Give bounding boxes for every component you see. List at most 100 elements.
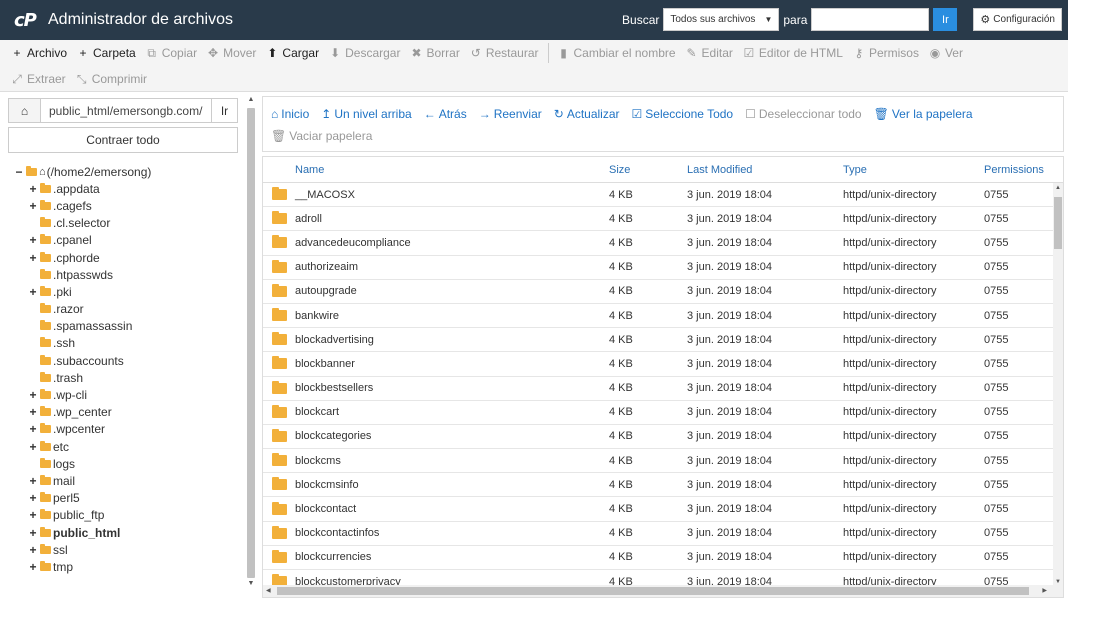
expand-icon[interactable]: + <box>29 181 37 196</box>
tree-item[interactable]: .trash <box>8 369 238 386</box>
upload-button[interactable]: ⬆ Cargar <box>261 41 324 65</box>
delete-button[interactable]: ✖ Borrar <box>405 41 464 65</box>
tree-item[interactable]: + .wp_center <box>8 404 238 421</box>
tree-item[interactable]: + .wpcenter <box>8 421 238 438</box>
tree-item[interactable]: .ssh <box>8 335 238 352</box>
table-row[interactable]: blockbestsellers 4 KB 3 jun. 2019 18:04 htt… <box>263 377 1063 401</box>
tree-item[interactable]: + .cphorde <box>8 249 238 266</box>
forward-button[interactable]: → Reenviar <box>479 107 542 121</box>
tree-item[interactable]: + .pki <box>8 283 238 300</box>
expand-icon[interactable]: + <box>29 388 37 403</box>
home-button[interactable]: ⌂ Inicio <box>271 107 309 121</box>
expand-icon[interactable]: + <box>29 559 37 574</box>
download-button[interactable]: ⬇ Descargar <box>324 41 405 65</box>
new-folder-button[interactable]: + Carpeta <box>72 41 141 65</box>
scroll-up-arrow-icon[interactable]: ▲ <box>1055 185 1061 191</box>
tree-item[interactable]: + .wp-cli <box>8 386 238 403</box>
up-one-level-button[interactable]: ↥ Un nivel arriba <box>321 107 411 121</box>
expand-icon[interactable]: + <box>29 250 37 265</box>
tree-item[interactable]: + public_html <box>8 524 238 541</box>
new-file-button[interactable]: + Archivo <box>6 41 72 65</box>
column-permissions[interactable]: Permissions <box>984 163 1044 176</box>
rename-button[interactable]: ▮ Cambiar el nombre <box>553 41 681 65</box>
expand-icon[interactable]: + <box>29 542 37 557</box>
scroll-down-arrow-icon[interactable]: ▼ <box>247 580 255 587</box>
permissions-button[interactable]: ⚷ Permisos <box>848 41 924 65</box>
refresh-button[interactable]: ↻ Actualizar <box>554 107 620 121</box>
table-row[interactable]: adroll 4 KB 3 jun. 2019 18:04 httpd/unix-di… <box>263 207 1063 232</box>
tree-item[interactable]: .htpasswds <box>8 266 238 283</box>
table-row[interactable]: blockcategories 4 KB 3 jun. 2019 18:04 http… <box>263 425 1063 450</box>
tree-item[interactable]: + perl5 <box>8 490 238 507</box>
expand-icon[interactable]: + <box>29 405 37 420</box>
table-horizontal-scrollbar[interactable]: ◀ ▶ <box>263 585 1063 597</box>
expand-icon[interactable]: + <box>29 284 37 299</box>
vertical-scroll-thumb[interactable] <box>1054 197 1062 249</box>
table-row[interactable]: blockadvertising 4 KB 3 jun. 2019 18:04 htt… <box>263 328 1063 353</box>
tree-item[interactable]: + .cagefs <box>8 197 238 214</box>
extract-button[interactable]: ⤢ Extraer <box>6 67 71 91</box>
search-go-button[interactable]: Ir <box>933 8 958 31</box>
table-row[interactable]: blockcontactinfos 4 KB 3 jun. 2019 18:04 ht… <box>263 522 1063 546</box>
tree-item[interactable]: + .appdata <box>8 180 238 197</box>
horizontal-scroll-thumb[interactable] <box>277 587 1029 595</box>
table-row[interactable]: authorizeaim 4 KB 3 jun. 2019 18:04 httpd/u… <box>263 256 1063 280</box>
column-type[interactable]: Type <box>843 163 867 176</box>
table-row[interactable]: advancedeucompliance 4 KB 3 jun. 2019 18:0… <box>263 231 1063 256</box>
scroll-up-arrow-icon[interactable]: ▲ <box>247 96 255 103</box>
table-row[interactable]: bankwire 4 KB 3 jun. 2019 18:04 httpd/unix-… <box>263 304 1063 329</box>
search-scope-select[interactable]: Todos sus archivos ▼ <box>663 8 780 31</box>
move-button[interactable]: ✥ Mover <box>202 41 261 65</box>
expand-icon[interactable]: + <box>29 508 37 523</box>
tree-item[interactable]: .razor <box>8 301 238 318</box>
restore-button[interactable]: ↺ Restaurar <box>465 41 544 65</box>
scroll-right-arrow-icon[interactable]: ▶ <box>1042 588 1047 594</box>
table-row[interactable]: autoupgrade 4 KB 3 jun. 2019 18:04 httpd/un… <box>263 280 1063 304</box>
column-name[interactable]: Name <box>295 163 325 176</box>
tree-item[interactable]: + etc <box>8 438 238 455</box>
left-panel-scrollbar[interactable]: ▲ ▼ <box>246 96 256 594</box>
tree-item[interactable]: + public_ftp <box>8 507 238 524</box>
expand-icon[interactable]: + <box>29 233 37 248</box>
column-size[interactable]: Size <box>609 163 631 176</box>
table-vertical-scrollbar[interactable]: ▲ ▼ <box>1053 183 1063 587</box>
tree-item[interactable]: .subaccounts <box>8 352 238 369</box>
tree-item[interactable]: − ⌂ (/home2/emersong) <box>8 163 238 180</box>
expand-icon[interactable]: + <box>29 422 37 437</box>
scrollbar-thumb[interactable] <box>247 108 255 578</box>
table-row[interactable]: blockcmsinfo 4 KB 3 jun. 2019 18:04 httpd/u… <box>263 473 1063 498</box>
tree-item[interactable]: .spamassassin <box>8 318 238 335</box>
table-row[interactable]: blockcart 4 KB 3 jun. 2019 18:04 httpd/unix… <box>263 401 1063 425</box>
path-input[interactable]: public_html/emersongb.com/ <box>49 103 203 118</box>
expand-icon[interactable]: + <box>29 491 37 506</box>
scroll-left-arrow-icon[interactable]: ◀ <box>266 588 271 594</box>
tree-item[interactable]: + mail <box>8 472 238 489</box>
table-row[interactable]: blockcontact 4 KB 3 jun. 2019 18:04 httpd/u… <box>263 497 1063 522</box>
compress-button[interactable]: ⤡ Comprimir <box>71 67 152 91</box>
home-directory-button[interactable]: ⌂ <box>9 99 41 122</box>
tree-item[interactable]: .cl.selector <box>8 215 238 232</box>
scroll-down-arrow-icon[interactable]: ▼ <box>1055 579 1061 585</box>
copy-button[interactable]: ⧉ Copiar <box>141 41 202 65</box>
expand-icon[interactable]: + <box>29 439 37 454</box>
view-button[interactable]: ◉ Ver <box>924 41 968 65</box>
tree-item[interactable]: + .cpanel <box>8 232 238 249</box>
settings-button[interactable]: ⚙ Configuración <box>973 8 1062 31</box>
deselect-all-button[interactable]: ☐ Deseleccionar todo <box>745 107 862 121</box>
expand-icon[interactable]: + <box>29 198 37 213</box>
table-row[interactable]: blockbanner 4 KB 3 jun. 2019 18:04 httpd/un… <box>263 352 1063 377</box>
empty-trash-button[interactable]: 🗑 Vaciar papelera <box>271 129 372 143</box>
tree-item[interactable]: logs <box>8 455 238 472</box>
view-trash-button[interactable]: 🗑 Ver la papelera <box>874 107 973 121</box>
html-editor-button[interactable]: ☑ Editor de HTML <box>738 41 848 65</box>
tree-item[interactable]: + tmp <box>8 558 238 575</box>
column-last-modified[interactable]: Last Modified <box>687 163 753 176</box>
table-row[interactable]: blockcurrencies 4 KB 3 jun. 2019 18:04 http… <box>263 546 1063 570</box>
table-row[interactable]: blockcms 4 KB 3 jun. 2019 18:04 httpd/unix-… <box>263 449 1063 474</box>
path-go-button[interactable]: Ir <box>211 99 237 122</box>
expand-icon[interactable]: + <box>29 473 37 488</box>
select-all-button[interactable]: ☑ Seleccione Todo <box>632 107 734 121</box>
table-row[interactable]: __MACOSX 4 KB 3 jun. 2019 18:04 httpd/unix-… <box>263 183 1063 208</box>
collapse-all-button[interactable]: Contraer todo <box>8 127 238 153</box>
tree-item[interactable]: + ssl <box>8 541 238 558</box>
